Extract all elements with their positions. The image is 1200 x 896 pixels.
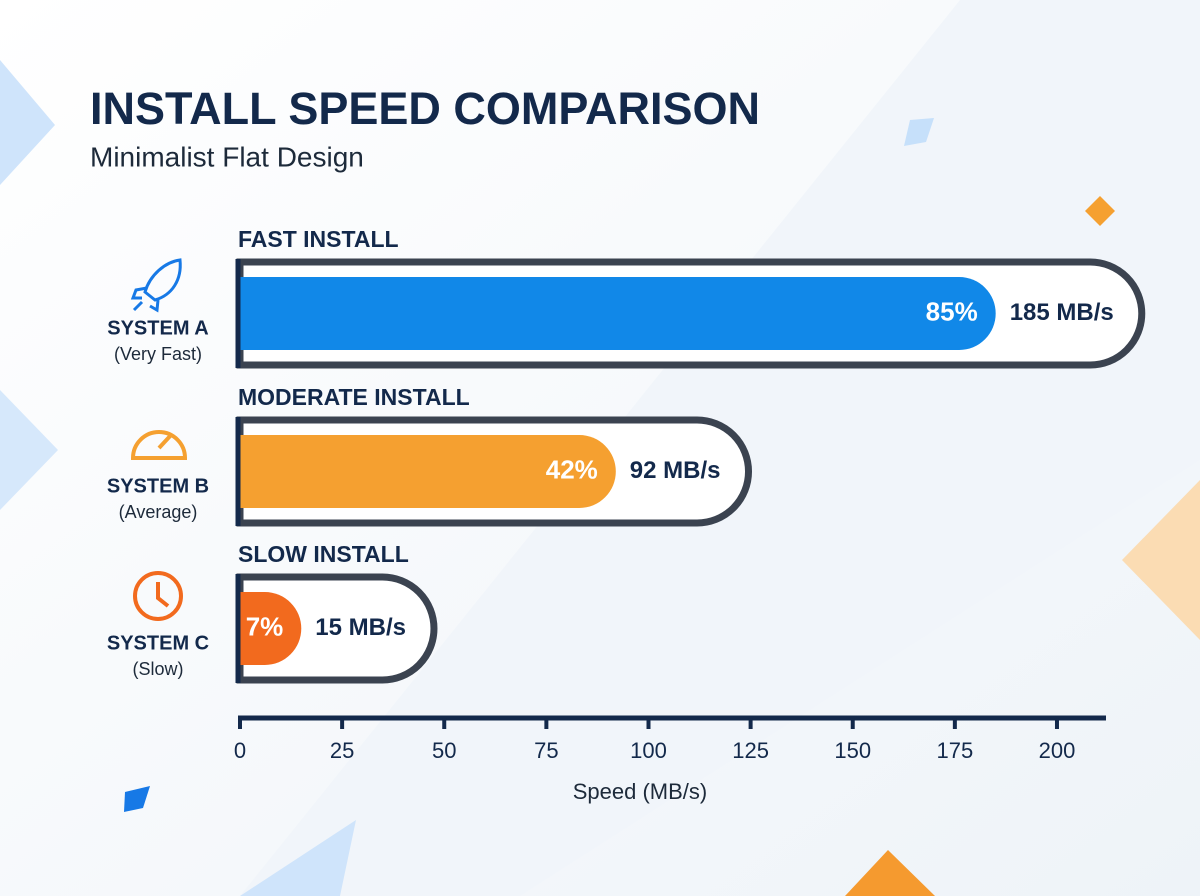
group-label: SLOW INSTALL [238,541,409,567]
value-label: 15 MB/s [315,614,406,641]
x-tick-label: 100 [630,738,667,763]
gauge-icon [130,430,188,460]
x-tick-label: 25 [330,738,354,763]
chart-title: INSTALL SPEED COMPARISON [90,83,760,134]
x-axis-title: Speed (MB/s) [573,779,708,804]
group-label: MODERATE INSTALL [238,384,470,410]
x-tick-label: 75 [534,738,558,763]
value-label: 92 MB/s [630,457,721,484]
x-tick-label: 150 [834,738,871,763]
bg-shape [845,850,935,896]
rocket-icon [130,258,182,313]
value-label: 185 MB/s [1010,299,1114,326]
category-label: SYSTEM A [107,317,209,339]
category-note: (Average) [119,502,198,522]
bg-shape [0,60,55,185]
category-note: (Very Fast) [114,344,202,364]
bar [240,277,996,350]
category-label: SYSTEM B [107,475,209,497]
group-label: FAST INSTALL [238,226,399,252]
bg-shape [1122,480,1200,640]
percent-label: 7% [246,611,284,641]
clock-icon [133,571,183,621]
chart-subtitle: Minimalist Flat Design [90,141,364,172]
bar [240,435,616,508]
bg-shape [0,390,58,510]
x-tick-label: 0 [234,738,246,763]
x-tick-label: 125 [732,738,769,763]
bar [240,592,302,665]
x-tick-label: 200 [1039,738,1076,763]
bg-shape [124,786,150,812]
x-tick-label: 175 [936,738,973,763]
category-note: (Slow) [132,659,183,679]
bg-shape [1085,196,1115,226]
bg-shape [240,820,356,896]
x-tick-label: 50 [432,738,456,763]
percent-label: 42% [546,454,598,484]
bg-shape [904,118,934,146]
category-label: SYSTEM C [107,632,209,654]
percent-label: 85% [926,296,978,326]
